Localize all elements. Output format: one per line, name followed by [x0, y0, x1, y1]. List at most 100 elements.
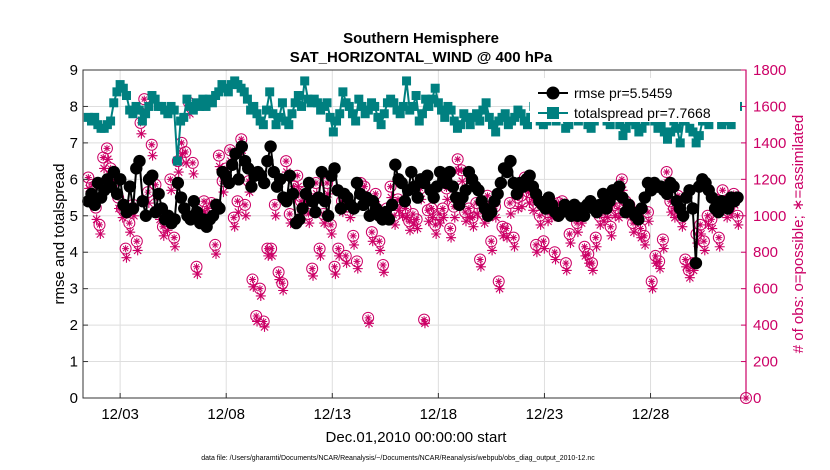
totalspread-point — [370, 101, 380, 111]
y-right-tick-label-6: 1200 — [753, 171, 786, 188]
obs-assimilated-point — [475, 261, 486, 272]
y-right-tick-label-3: 600 — [753, 281, 778, 298]
obs-possible-point — [645, 275, 658, 288]
obs-possible-point — [168, 231, 181, 244]
obs-possible-point — [418, 313, 431, 326]
obs-assimilated-point — [636, 232, 647, 243]
totalspread-point — [621, 123, 631, 133]
axes-frame — [82, 69, 747, 399]
y-right-tick-label-0: 0 — [753, 390, 761, 407]
totalspread-point — [169, 105, 179, 115]
totalspread-point — [112, 87, 122, 97]
totalspread-point — [491, 127, 501, 137]
obs-assimilated-point — [610, 210, 621, 221]
rmse-point — [443, 165, 456, 179]
obs-possible-point — [212, 149, 225, 162]
obs-possible-inner-mark — [659, 235, 667, 243]
totalspread-point — [408, 101, 418, 111]
obs-possible-point — [276, 277, 289, 290]
totalspread-point — [694, 131, 704, 141]
totalspread-point — [659, 127, 669, 137]
totalspread-point — [487, 120, 497, 130]
obs-assimilated-point — [266, 250, 277, 261]
totalspread-point — [666, 127, 676, 137]
y-left-tick-label-4: 4 — [70, 244, 78, 261]
rmse-point — [689, 256, 703, 270]
totalspread-point — [637, 123, 647, 133]
totalspread-point — [332, 116, 342, 126]
rmse-point — [676, 209, 690, 222]
obs-possible-inner-mark — [331, 263, 339, 271]
totalspread-point — [172, 156, 182, 166]
obs-possible-inner-mark — [618, 175, 626, 183]
totalspread-point — [373, 112, 383, 122]
obs-assimilated-point — [628, 227, 639, 238]
obs-possible-inner-mark — [379, 261, 387, 269]
totalspread-point — [481, 98, 491, 108]
obs-possible-point — [559, 257, 572, 270]
rmse-point — [328, 162, 341, 175]
obs-assimilated-point — [431, 229, 442, 239]
totalspread-point — [465, 120, 475, 130]
totalspread-point — [195, 101, 205, 111]
obs-assimilated-point — [293, 181, 304, 192]
totalspread-point — [510, 112, 520, 122]
rmse-point — [347, 202, 360, 215]
obs-assimilated-point — [576, 218, 587, 229]
obs-assimilated-point — [688, 265, 699, 276]
obs-possible-inner-mark — [248, 276, 256, 284]
obs-possible-inner-mark — [234, 197, 242, 205]
totalspread-point — [163, 109, 173, 119]
obs-possible-inner-mark — [420, 316, 428, 324]
obs-possible-point — [306, 262, 319, 275]
obs-assimilated-point — [169, 241, 180, 252]
obs-assimilated-point — [211, 249, 222, 260]
rmse-point — [257, 176, 271, 190]
y-left-tick-label-8: 8 — [70, 98, 78, 115]
obs-possible-inner-mark — [297, 197, 305, 205]
obs-possible-inner-mark — [327, 221, 335, 229]
obs-assimilated-point — [177, 148, 188, 159]
obs-assimilated-point — [255, 290, 266, 301]
totalspread-point — [277, 98, 287, 108]
y-left-tick-label-9: 9 — [70, 62, 78, 79]
y-right-tick-label-2: 400 — [753, 317, 778, 334]
obs-possible-point — [384, 180, 397, 193]
totalspread-point — [121, 91, 131, 101]
totalspread-point — [456, 120, 466, 130]
obs-possible-inner-mark — [487, 237, 495, 245]
obs-possible-inner-mark — [282, 157, 290, 165]
obs-possible-inner-mark — [353, 257, 361, 265]
obs-assimilated-point — [326, 229, 337, 239]
totalspread-point — [663, 134, 673, 144]
obs-possible-inner-mark — [151, 181, 159, 189]
rmse-point — [504, 154, 517, 168]
totalspread-point — [631, 120, 641, 130]
obs-possible-inner-mark — [275, 268, 283, 276]
rmse-point — [152, 187, 165, 201]
obs-possible-inner-mark — [465, 204, 473, 212]
totalspread-point — [376, 120, 386, 130]
obs-possible-inner-mark — [592, 234, 600, 242]
obs-possible-point — [377, 258, 390, 271]
totalspread-point — [522, 120, 532, 130]
y-left-tick-label-0: 0 — [70, 390, 78, 407]
obs-possible-inner-mark — [170, 234, 178, 242]
obs-assimilated-point — [696, 229, 707, 239]
rmse-point — [635, 202, 648, 215]
obs-possible-inner-mark — [375, 237, 383, 245]
obs-assimilated-point — [457, 176, 468, 187]
obs-possible-inner-mark — [230, 214, 238, 222]
obs-assimilated-point — [502, 232, 513, 243]
obs-possible-inner-mark — [368, 228, 376, 236]
obs-possible-inner-mark — [304, 210, 312, 218]
obs-possible-inner-mark — [566, 230, 574, 238]
obs-possible-point — [451, 153, 464, 166]
x-tick-label-4: 12/23 — [526, 406, 564, 423]
rmse-point — [273, 173, 287, 186]
obs-assimilated-point — [565, 238, 576, 249]
obs-possible-inner-mark — [551, 248, 559, 256]
y-left-tick-label-3: 3 — [70, 281, 78, 298]
obs-possible-point — [474, 253, 487, 266]
